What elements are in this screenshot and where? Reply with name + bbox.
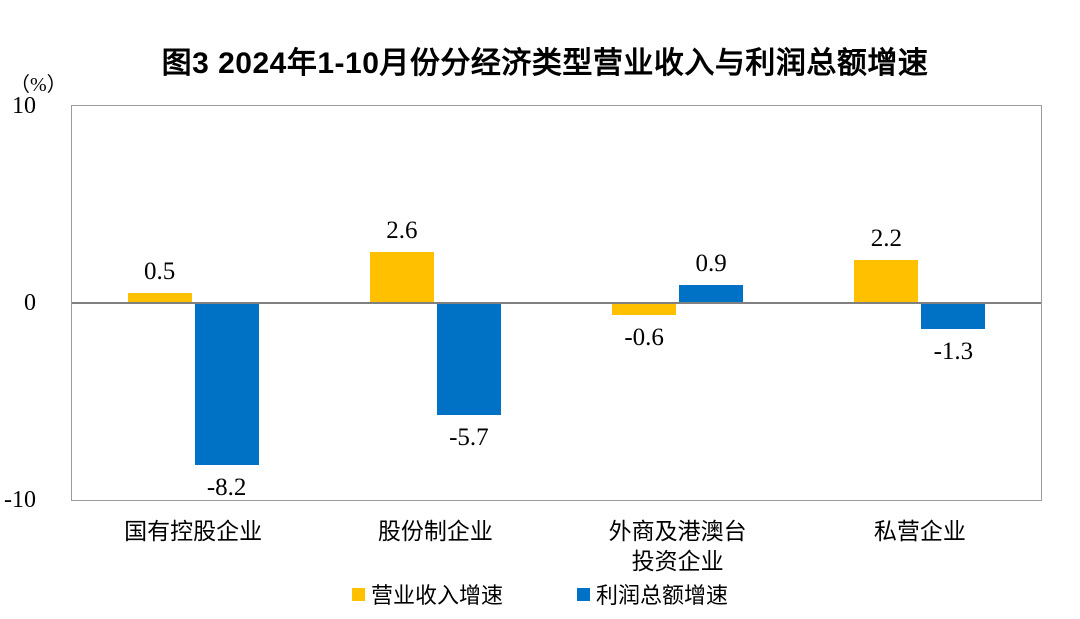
zero-line <box>72 302 1041 304</box>
category-label: 私营企业 <box>873 519 966 544</box>
value-label: 0.9 <box>695 250 727 278</box>
y-tick-label: 0 <box>24 290 36 316</box>
bar <box>369 251 434 303</box>
value-label: 2.6 <box>386 216 418 244</box>
bar <box>194 303 259 465</box>
bar <box>921 303 986 329</box>
value-label: 0.5 <box>144 258 176 286</box>
value-label: -8.2 <box>206 473 247 501</box>
value-label: -1.3 <box>933 337 974 365</box>
legend-label: 营业收入增速 <box>370 583 503 608</box>
y-tick-label: -10 <box>4 487 36 513</box>
bar <box>127 293 192 303</box>
y-tick-label: 10 <box>12 93 36 119</box>
bar <box>436 303 501 416</box>
legend-item: 利润总额增速 <box>577 578 728 610</box>
x-axis-category-labels: 国有控股企业 股份制企业 外商及港澳台 投资企业 私营企业 <box>72 517 1041 577</box>
y-axis-unit-label: （%） <box>10 74 67 96</box>
bar <box>679 285 744 303</box>
bar <box>854 259 919 303</box>
chart-title: 图3 2024年1-10月份分经济类型营业收入与利润总额增速 <box>161 47 929 80</box>
legend-item: 营业收入增速 <box>351 578 503 610</box>
category-label: 股份制企业 <box>377 519 493 544</box>
category-label: 外商及港澳台 投资企业 <box>608 519 747 574</box>
value-label: -0.6 <box>624 323 664 351</box>
legend-swatch <box>351 587 365 601</box>
bar <box>612 303 677 315</box>
legend-label: 利润总额增速 <box>596 583 729 608</box>
value-label: 2.2 <box>870 224 902 252</box>
legend: 营业收入增速 利润总额增速 <box>0 578 1080 610</box>
value-label: -5.7 <box>449 424 489 452</box>
plot-area: 0.5 -8.2 2.6 -5.7 -0.6 0.9 2.2 -1.3 <box>71 105 1042 501</box>
category-label: 国有控股企业 <box>124 519 263 544</box>
legend-swatch <box>577 587 590 601</box>
